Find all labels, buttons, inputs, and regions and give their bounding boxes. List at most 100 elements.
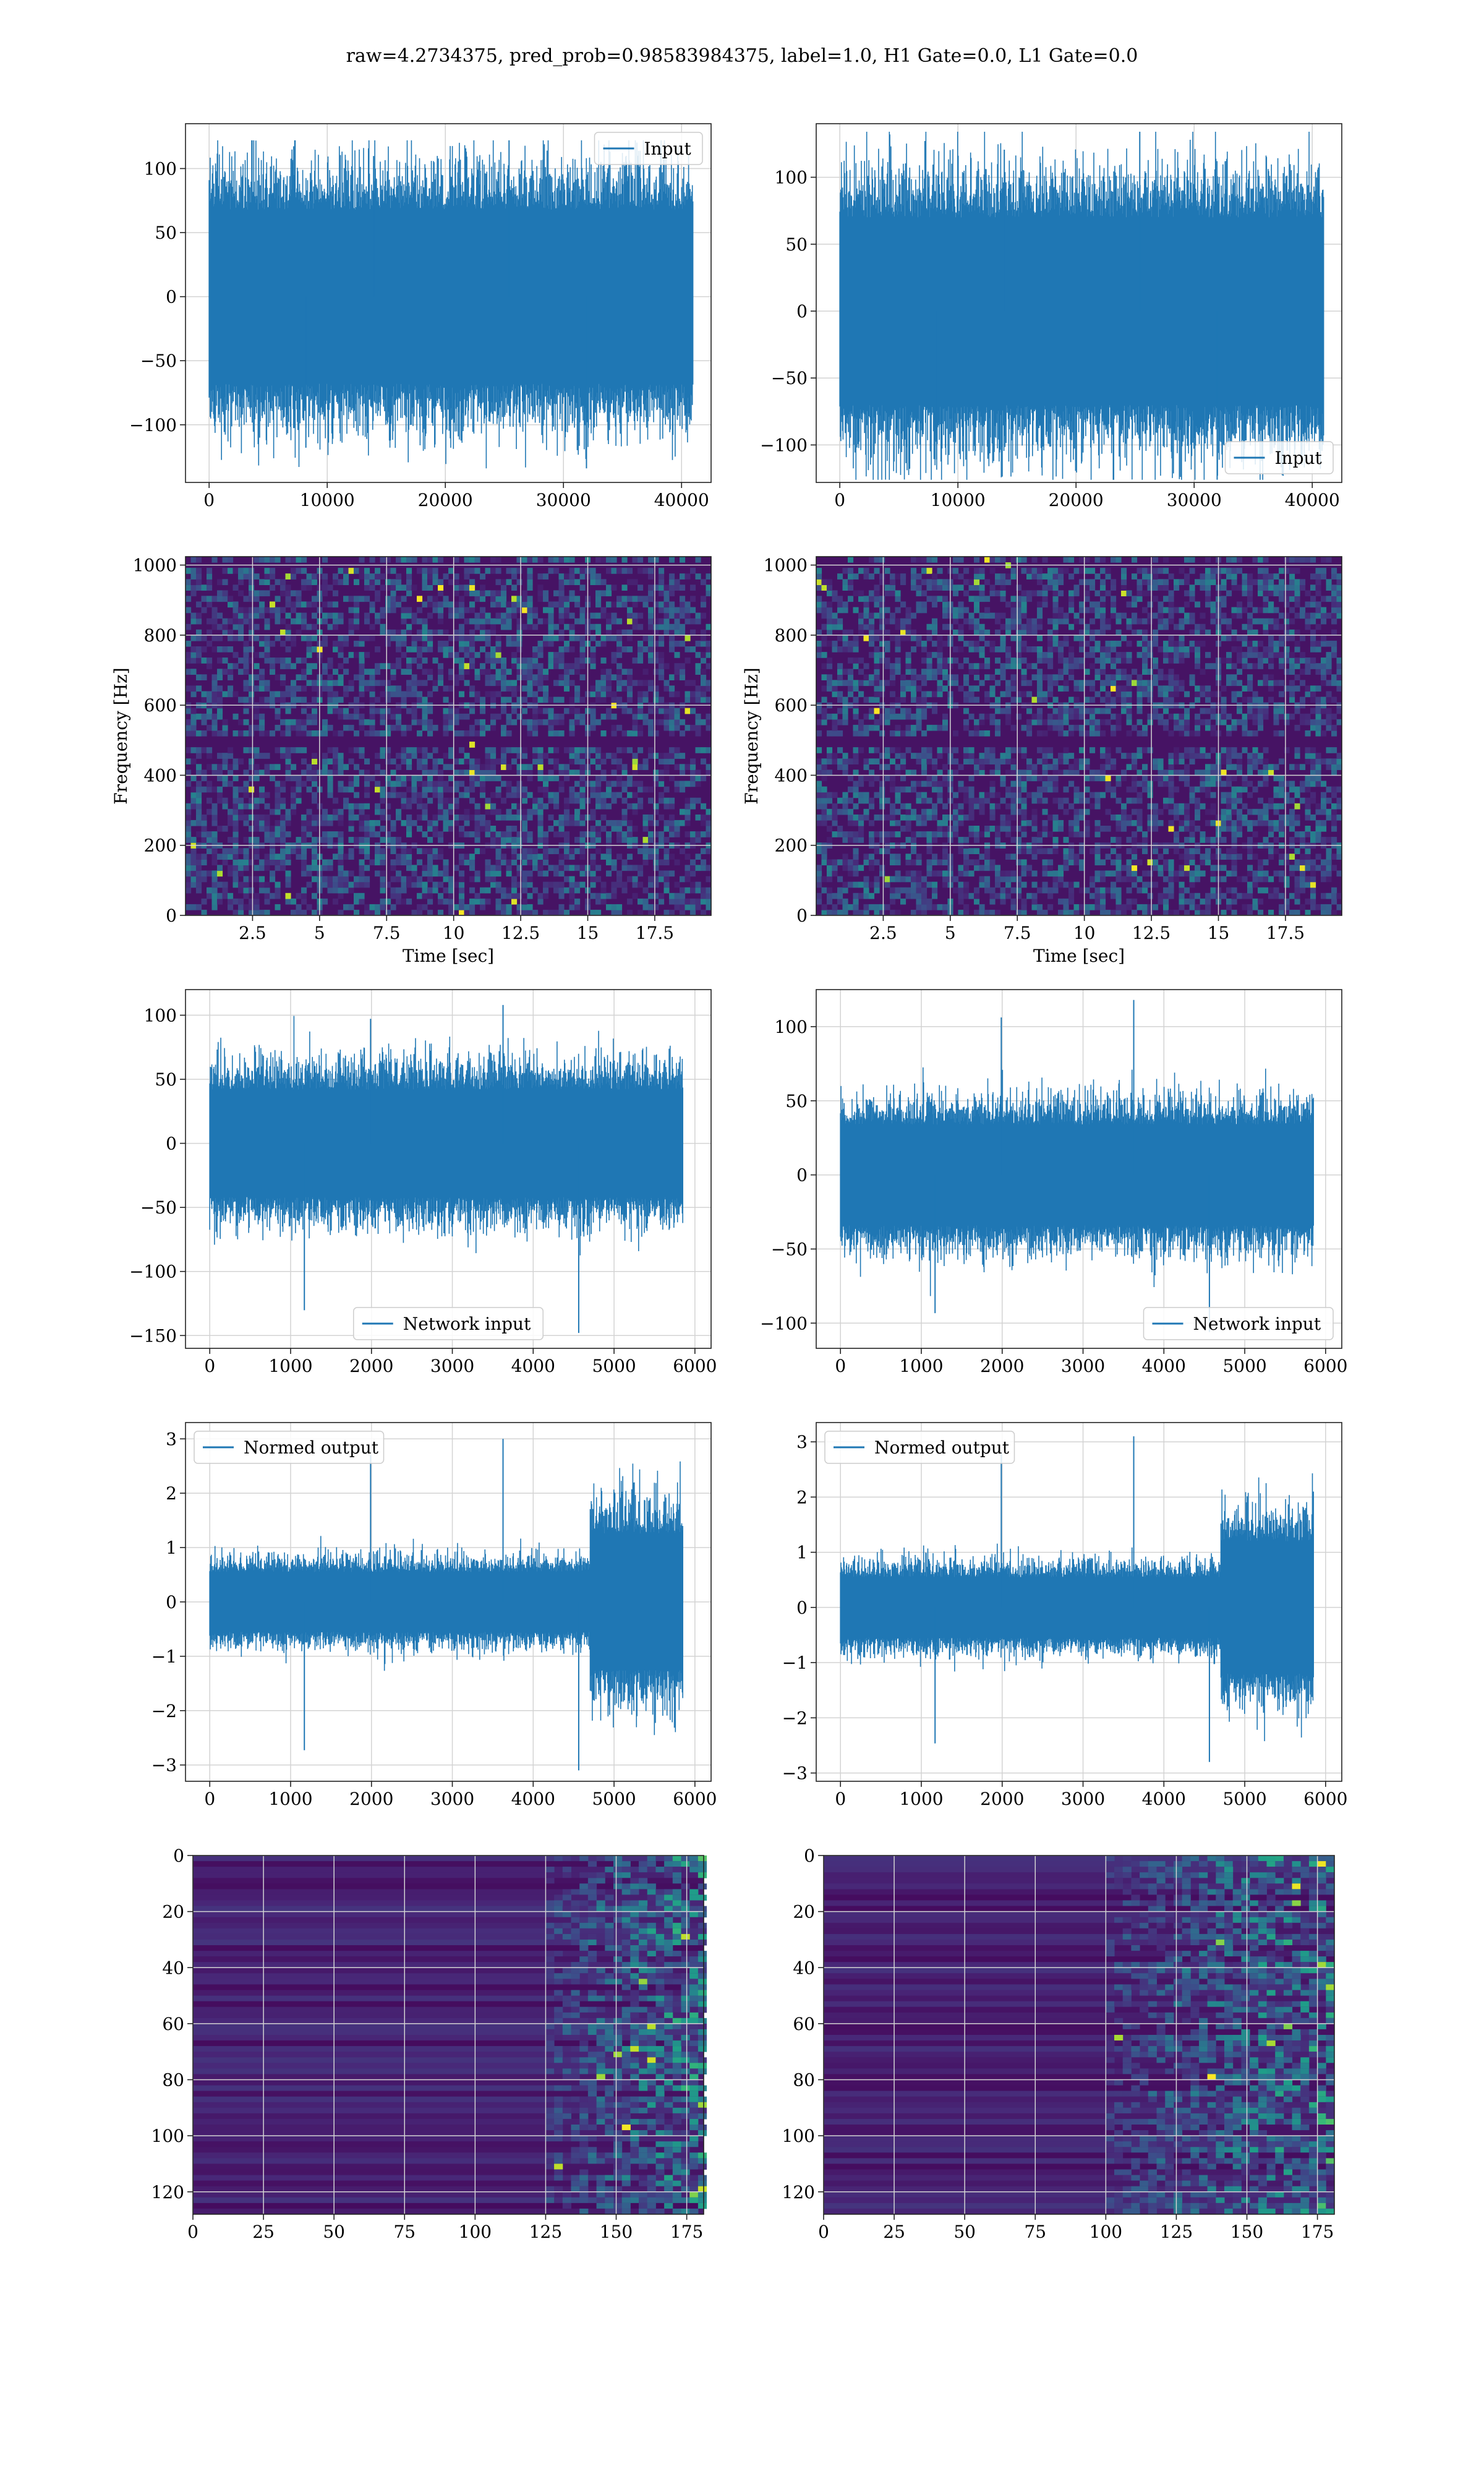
heatmap-cell	[543, 640, 549, 647]
heatmap-cell	[984, 629, 991, 636]
heatmap-cell	[695, 781, 701, 787]
heatmap-cell	[385, 640, 391, 647]
heatmap-cell	[916, 708, 922, 714]
heatmap-cell	[490, 663, 497, 669]
heatmap-cell	[474, 764, 480, 770]
heatmap-cell	[1021, 781, 1027, 787]
heatmap-cell	[659, 708, 665, 714]
heatmap-cell	[653, 696, 659, 703]
heatmap-cell	[401, 618, 407, 625]
heatmap-cell	[1042, 584, 1048, 591]
heatmap-cell	[312, 854, 318, 860]
heatmap-cell	[853, 573, 859, 580]
heatmap-cell	[306, 652, 312, 658]
heatmap-cell	[579, 769, 586, 776]
heatmap-cell	[616, 618, 623, 625]
heatmap-cell	[874, 629, 880, 636]
heatmap-cell	[564, 601, 570, 608]
heatmap-cell	[595, 837, 602, 843]
heatmap-cell	[569, 696, 575, 703]
heatmap-cell	[406, 646, 412, 653]
heatmap-cell	[1021, 797, 1027, 804]
heatmap-cell	[579, 797, 586, 804]
heatmap-cell	[942, 881, 949, 888]
heatmap-cell	[569, 730, 575, 737]
heatmap-cell	[979, 769, 985, 776]
heatmap-cell	[621, 786, 628, 793]
heatmap-cell	[874, 848, 880, 854]
heatmap-cell	[238, 904, 244, 910]
heatmap-cell	[453, 612, 459, 619]
heatmap-cell	[1000, 584, 1006, 591]
heatmap-cell	[543, 881, 549, 888]
heatmap-cell	[343, 685, 349, 692]
heatmap-cell	[380, 786, 386, 793]
heatmap-cell	[364, 719, 370, 726]
heatmap-cell	[611, 892, 617, 899]
heatmap-cell	[659, 669, 665, 675]
heatmap-cell	[1005, 719, 1012, 726]
heatmap-cell	[1000, 887, 1006, 894]
heatmap-cell	[963, 618, 970, 625]
heatmap-cell	[243, 820, 249, 826]
heatmap-cell	[396, 753, 402, 759]
heatmap-cell	[680, 573, 686, 580]
heatmap-cell	[1000, 797, 1006, 804]
heatmap-cell	[438, 557, 444, 563]
heatmap-cell	[695, 663, 701, 669]
heatmap-cell	[275, 713, 281, 720]
heatmap-cell	[364, 820, 370, 826]
heatmap-cell	[254, 685, 260, 692]
heatmap-cell	[474, 691, 480, 698]
heatmap-cell	[1058, 669, 1064, 675]
heatmap-cell	[926, 691, 932, 698]
heatmap-cell	[984, 713, 991, 720]
heatmap-cell	[963, 848, 970, 854]
heatmap-cell	[527, 848, 533, 854]
heatmap-cell	[632, 753, 638, 759]
heatmap-cell	[522, 904, 528, 910]
heatmap-cell	[648, 881, 654, 888]
heatmap-cell	[621, 887, 628, 894]
heatmap-cell	[842, 764, 848, 770]
heatmap-cell	[842, 769, 848, 776]
heatmap-cell	[595, 898, 602, 905]
heatmap-cell	[632, 579, 638, 585]
heatmap-cell	[207, 831, 213, 837]
heatmap-cell	[211, 646, 218, 653]
heatmap-cell	[879, 652, 885, 658]
heatmap-cell	[863, 854, 869, 860]
heatmap-cell	[211, 854, 218, 860]
heatmap-cell	[837, 764, 843, 770]
heatmap-cell	[890, 579, 896, 585]
heatmap-cell	[1000, 876, 1006, 883]
heatmap-cell	[522, 669, 528, 675]
heatmap-cell	[238, 808, 244, 815]
heatmap-cell	[1021, 898, 1027, 905]
heatmap-cell	[453, 781, 459, 787]
heatmap-cell	[616, 663, 623, 669]
heatmap-cell	[995, 657, 1001, 664]
heatmap-cell	[701, 898, 707, 905]
heatmap-cell	[995, 618, 1001, 625]
heatmap-cell	[821, 579, 827, 585]
heatmap-cell	[816, 584, 822, 591]
heatmap-cell	[816, 708, 822, 714]
heatmap-cell	[364, 775, 370, 782]
heatmap-cell	[348, 814, 354, 821]
heatmap-cell	[1026, 618, 1033, 625]
x-tick-label: 0	[203, 490, 215, 510]
heatmap-cell	[443, 652, 449, 658]
heatmap-cell	[642, 786, 649, 793]
heatmap-cell	[1016, 786, 1022, 793]
heatmap-cell	[853, 646, 859, 653]
heatmap-cell	[243, 652, 249, 658]
heatmap-cell	[690, 629, 696, 636]
heatmap-cell	[884, 663, 890, 669]
heatmap-cell	[406, 557, 412, 563]
heatmap-cell	[932, 584, 938, 591]
heatmap-cell	[869, 758, 875, 764]
heatmap-cell	[574, 696, 581, 703]
heatmap-cell	[989, 758, 996, 764]
